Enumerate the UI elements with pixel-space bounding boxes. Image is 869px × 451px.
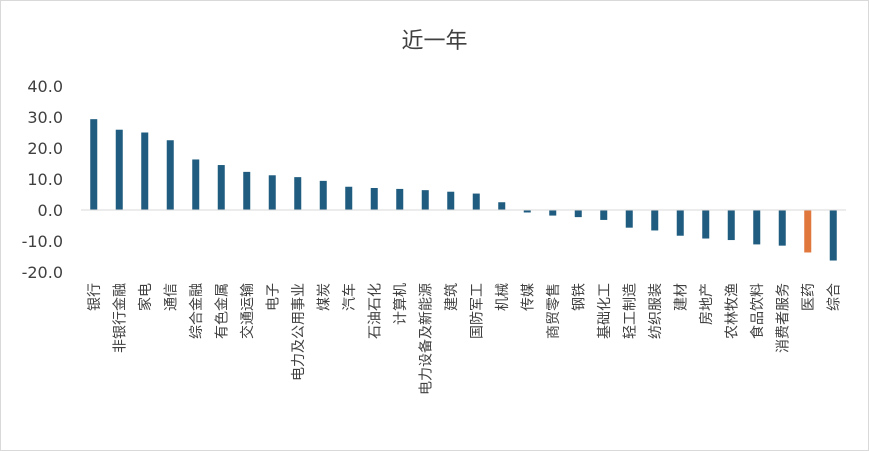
x-tick-label: 建筑 [444, 283, 460, 311]
bar-15 [472, 193, 480, 210]
y-axis: 40.0 30.0 20.0 10.0 0.0 -10.0 -20.0 [22, 77, 63, 282]
x-tick-label: 钢铁 [571, 283, 587, 311]
bar-13 [421, 190, 429, 210]
x-tick-label: 电力设备及新能源 [417, 283, 434, 395]
bar-12 [396, 188, 404, 210]
x-tick-label: 计算机 [393, 283, 409, 325]
x-tick-label: 综合 [826, 283, 842, 311]
bar-24 [702, 210, 710, 239]
bar-1 [115, 129, 123, 210]
chart-title: 近一年 [401, 29, 468, 54]
x-tick-label: 商贸零售 [546, 283, 562, 339]
y-tick-label: -10.0 [22, 232, 63, 251]
bar-25 [727, 210, 735, 241]
bar-6 [243, 171, 251, 210]
bar-23 [676, 210, 684, 236]
bar-11 [370, 187, 378, 210]
x-tick-label: 电子 [265, 283, 281, 311]
y-tick-label: 0.0 [38, 201, 63, 220]
x-tick-label: 汽车 [341, 283, 358, 311]
bar-18 [549, 210, 557, 216]
x-tick-label: 纺织服装 [648, 283, 664, 339]
bar-29 [829, 210, 837, 261]
x-tick-label: 银行 [87, 283, 103, 311]
x-tick-label: 交通运输 [239, 283, 256, 339]
x-tick-label: 建材 [673, 283, 689, 311]
bars-group [90, 119, 837, 261]
x-tick-label: 农林牧渔 [724, 283, 740, 339]
bar-10 [345, 186, 353, 210]
x-tick-label: 煤炭 [316, 283, 332, 311]
bar-27 [778, 210, 786, 246]
x-tick-label: 轻工制造 [622, 283, 638, 339]
bar-9 [319, 180, 327, 210]
bar-26 [753, 210, 761, 245]
x-tick-label: 医药 [801, 283, 817, 311]
bar-16 [498, 202, 506, 210]
x-axis-labels: 银行 非银行金融 家电 通信 综合金融 有色金属 交通运输 电子 电力及公用事业 煤炭 汽车 石油石化… [87, 283, 843, 395]
bar-21 [625, 210, 633, 228]
x-tick-label: 机械 [495, 283, 511, 311]
bar-28 [804, 210, 812, 253]
y-tick-label: 20.0 [27, 139, 63, 158]
bar-17 [523, 210, 531, 213]
x-tick-label: 综合金融 [189, 283, 205, 339]
y-tick-label: 40.0 [27, 77, 63, 96]
x-tick-label: 基础化工 [596, 283, 613, 339]
bar-8 [294, 177, 302, 210]
x-tick-label: 非银行金融 [112, 283, 128, 353]
bar-22 [651, 210, 659, 231]
bar-2 [141, 132, 149, 210]
x-tick-label: 消费者服务 [775, 283, 791, 353]
bar-0 [90, 119, 98, 210]
x-tick-label: 国防军工 [469, 283, 485, 339]
bar-5 [217, 165, 225, 210]
y-tick-label: -20.0 [22, 263, 63, 282]
bar-19 [574, 210, 582, 218]
x-tick-label: 食品饮料 [749, 283, 766, 339]
bar-7 [268, 175, 276, 210]
bar-14 [447, 191, 455, 210]
bar-3 [166, 140, 174, 210]
x-tick-label: 电力及公用事业 [291, 283, 307, 381]
x-tick-label: 通信 [163, 283, 179, 311]
x-tick-label: 有色金属 [213, 283, 230, 339]
y-tick-label: 10.0 [27, 170, 63, 189]
x-tick-label: 传媒 [520, 283, 536, 311]
x-tick-label: 房地产 [699, 283, 715, 325]
x-tick-label: 石油石化 [367, 283, 383, 339]
bar-4 [192, 159, 200, 210]
bar-20 [600, 210, 608, 220]
y-tick-label: 30.0 [27, 108, 63, 127]
x-tick-label: 家电 [137, 283, 154, 311]
